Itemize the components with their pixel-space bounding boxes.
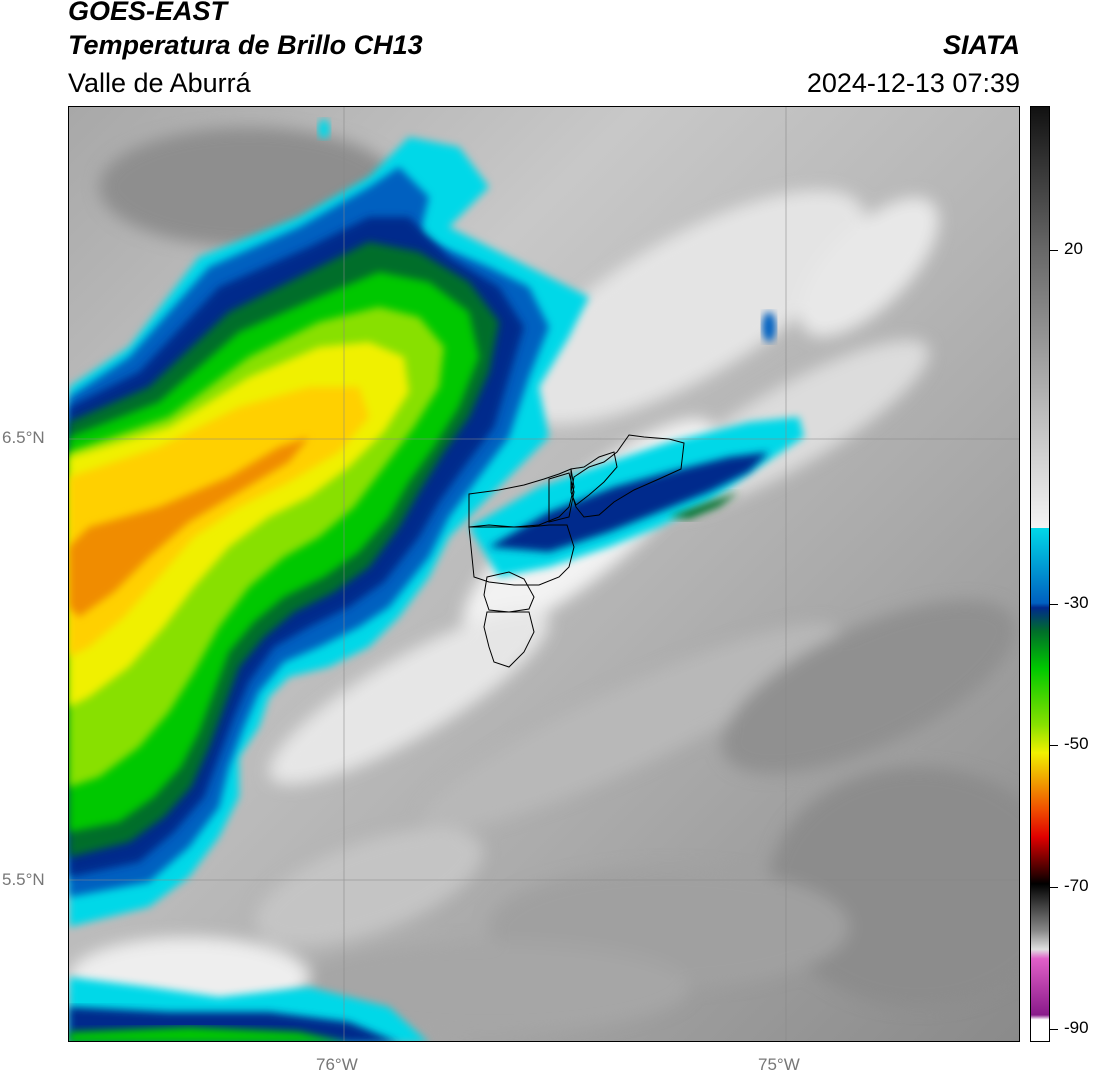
lon-label-76w: 76°W [316,1055,358,1074]
timestamp-label: 2024-12-13 07:39 [806,68,1020,98]
lat-label-5-5: 5.5°N [2,870,45,889]
lon-label-75w: 75°W [758,1055,800,1074]
colorbar-label-20: 20 [1064,239,1083,258]
organization-label: SIATA [943,30,1020,60]
product-title: Temperatura de Brillo CH13 [68,30,423,60]
colorbar-label-minus30: -30 [1064,593,1089,612]
satellite-map[interactable] [68,106,1020,1042]
colorbar-label-minus70: -70 [1064,876,1089,895]
region-label: Valle de Aburrá [68,68,251,98]
grey-texture [69,127,1019,1032]
lat-label-6-5: 6.5°N [2,428,45,447]
municipality-boundaries [468,434,685,668]
colorbar-label-minus90: -90 [1064,1018,1089,1037]
satellite-title: GOES-EAST [68,0,228,26]
colorbar-tick [1050,745,1058,746]
colorbar-label-minus50: -50 [1064,734,1089,753]
colorbar-tick [1050,604,1058,605]
colorbar-tick [1050,1029,1058,1030]
cloud-cluster [69,119,804,1041]
colorbar [1030,106,1050,1042]
map-canvas [69,107,1019,1041]
colorbar-tick [1050,250,1058,251]
map-grid [69,107,1019,1041]
colorbar-tick [1050,887,1058,888]
colorbar-gradient [1031,107,1049,1041]
